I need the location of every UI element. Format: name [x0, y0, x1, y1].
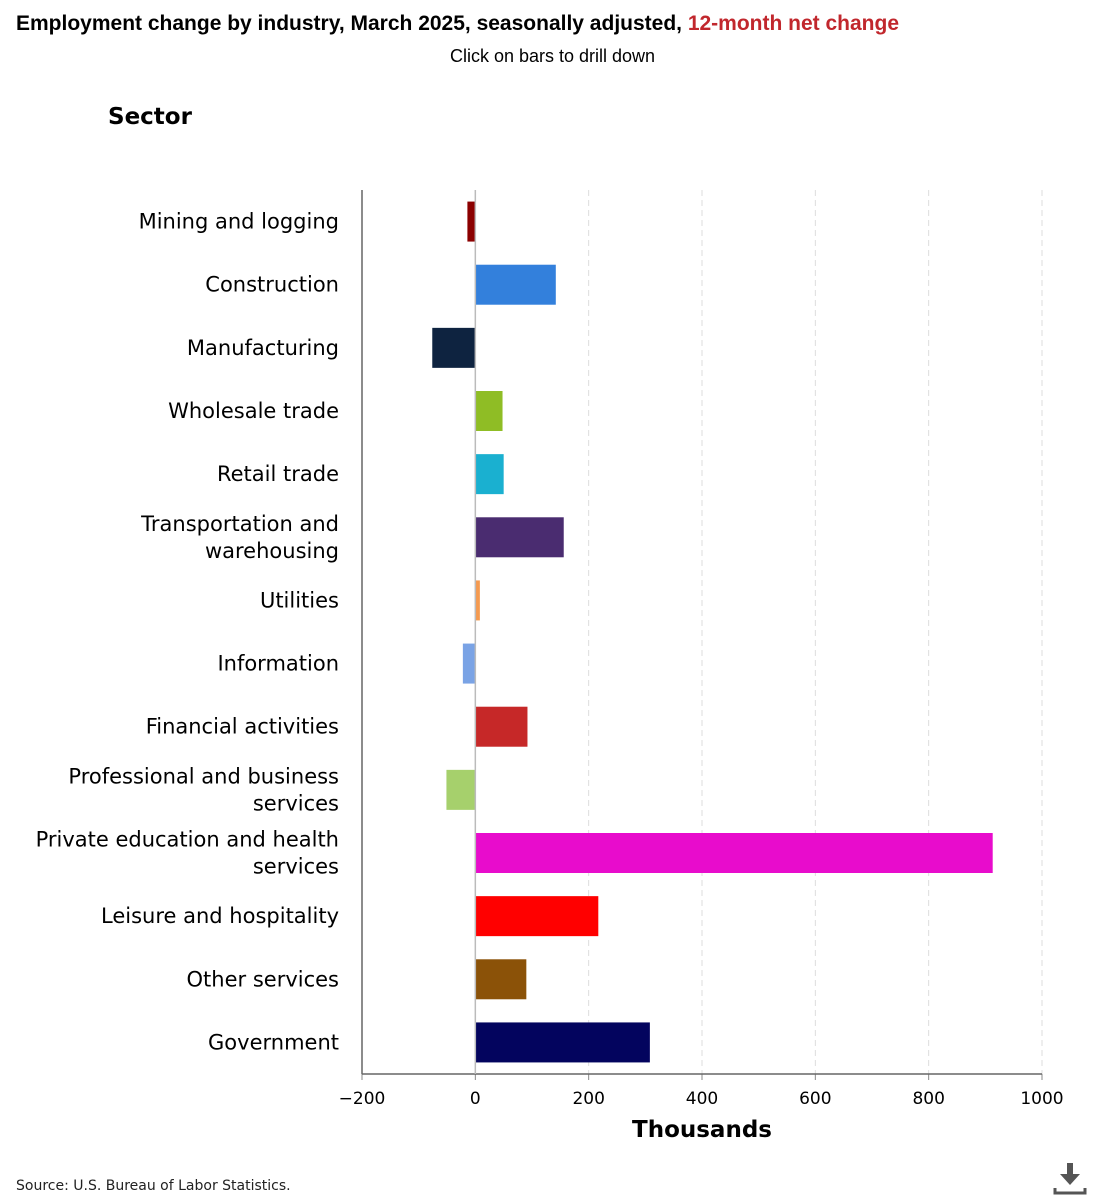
bar[interactable] — [475, 959, 527, 1000]
x-tick-label: 1000 — [1020, 1089, 1063, 1109]
bar[interactable] — [475, 264, 556, 305]
category-label-line: services — [253, 791, 339, 815]
category-label-line: Financial activities — [146, 715, 339, 739]
category-label-line: Retail trade — [217, 462, 339, 486]
category-label: Financial activities — [146, 715, 339, 739]
bar[interactable] — [475, 517, 564, 558]
bar[interactable] — [475, 833, 993, 873]
category-label-line: Other services — [187, 967, 339, 991]
chart-subtitle: Click on bars to drill down — [449, 46, 656, 66]
bar[interactable] — [432, 327, 476, 368]
x-tick-label: −200 — [339, 1089, 386, 1109]
category-label-line: Private education and health — [36, 828, 339, 852]
category-label: Government — [208, 1030, 339, 1054]
category-label: Manufacturing — [187, 336, 339, 360]
x-axis-title: Thousands — [632, 1117, 772, 1143]
x-tick-label: 600 — [799, 1089, 831, 1109]
download-icon[interactable] — [1052, 1160, 1088, 1196]
y-axis-title: Sector — [108, 104, 192, 130]
category-label-line: Government — [208, 1030, 339, 1054]
category-label: Wholesale trade — [168, 399, 339, 423]
source-note: Source: U.S. Bureau of Labor Statistics. — [16, 1178, 291, 1194]
bar[interactable] — [467, 201, 476, 242]
category-label: Other services — [187, 967, 339, 991]
bar[interactable] — [462, 643, 476, 684]
bar[interactable] — [475, 1022, 650, 1063]
category-label: Construction — [205, 273, 339, 297]
chart-title: Employment change by industry, March 202… — [16, 12, 899, 36]
title-highlight: 12-month net change — [687, 12, 900, 35]
category-label-line: Transportation and — [140, 512, 339, 536]
category-label: Leisure and hospitality — [101, 904, 339, 928]
category-label-line: Construction — [205, 273, 339, 297]
bar[interactable] — [475, 391, 503, 431]
category-label: Transportation and warehousing — [140, 512, 339, 563]
category-label-line: Wholesale trade — [168, 399, 339, 423]
category-label-line: Leisure and hospitality — [101, 904, 339, 928]
category-label: Professional and business services — [68, 764, 339, 815]
category-label: Mining and logging — [139, 210, 339, 234]
category-label-line: warehousing — [205, 539, 339, 563]
category-label: Private education and health services — [36, 828, 339, 879]
category-label-line: Manufacturing — [187, 336, 339, 360]
category-label-line: Utilities — [260, 588, 339, 612]
category-label-line: Information — [217, 652, 339, 676]
category-label-line: services — [253, 855, 339, 879]
x-tick-label: 800 — [912, 1089, 944, 1109]
category-label-line: Professional and business — [68, 764, 339, 788]
bar[interactable] — [475, 896, 599, 937]
category-label: Utilities — [260, 588, 339, 612]
x-tick-label: 400 — [686, 1089, 718, 1109]
category-label: Retail trade — [217, 462, 339, 486]
category-label: Information — [217, 652, 339, 676]
bar[interactable] — [475, 580, 480, 621]
category-label-line: Mining and logging — [139, 210, 339, 234]
bar[interactable] — [475, 706, 528, 747]
x-tick-label: 0 — [470, 1089, 481, 1109]
bar[interactable] — [475, 454, 504, 495]
title-main: Employment change by industry, March 202… — [16, 12, 688, 35]
bar[interactable] — [446, 769, 476, 810]
x-tick-label: 200 — [572, 1089, 604, 1109]
